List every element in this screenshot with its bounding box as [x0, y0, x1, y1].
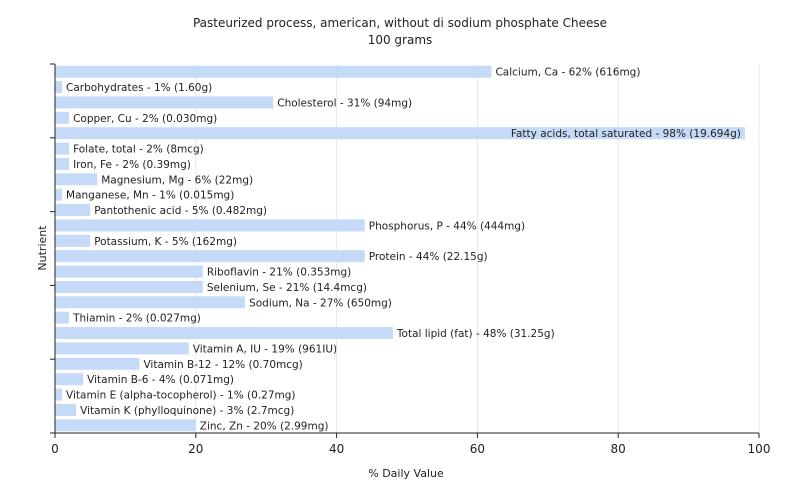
bar-label-12: Protein - 44% (22.15g) [369, 251, 488, 263]
bar-label-5: Folate, total - 2% (8mcg) [73, 144, 204, 156]
bar-12 [55, 250, 365, 263]
bar-2 [55, 96, 274, 109]
bar-label-16: Thiamin - 2% (0.027mg) [72, 313, 201, 325]
x-tick-label-3: 60 [470, 442, 485, 456]
bar-label-3: Copper, Cu - 2% (0.030mg) [73, 113, 217, 125]
bar-label-20: Vitamin B-6 - 4% (0.071mg) [87, 374, 234, 386]
bar-22 [55, 403, 77, 416]
x-tick-label-2: 40 [329, 442, 344, 456]
bar-4 [55, 127, 745, 140]
bar-17 [55, 327, 393, 340]
x-tick-label-5: 100 [748, 442, 771, 456]
bars-group: Calcium, Ca - 62% (616mg) Carbohydrates -… [55, 65, 745, 432]
bar-3 [55, 111, 70, 124]
bar-label-8: Manganese, Mn - 1% (0.015mg) [66, 190, 234, 202]
bar-label-9: Pantothenic acid - 5% (0.482mg) [94, 205, 267, 217]
x-axis-label: % Daily Value [368, 467, 444, 480]
bar-label-1: Carbohydrates - 1% (1.60g) [66, 82, 212, 94]
bar-label-7: Magnesium, Mg - 6% (22mg) [101, 174, 253, 186]
bar-16 [55, 311, 70, 324]
bar-0 [55, 65, 492, 78]
bar-label-23: Zinc, Zn - 20% (2.99mg) [200, 420, 329, 432]
bar-1 [55, 81, 63, 94]
bar-15 [55, 296, 246, 309]
bar-6 [55, 157, 70, 170]
bar-5 [55, 142, 70, 155]
bar-label-13: Riboflavin - 21% (0.353mg) [207, 267, 351, 279]
bar-20 [55, 373, 84, 386]
bar-label-2: Cholesterol - 31% (94mg) [277, 97, 412, 109]
x-tick-label-4: 80 [611, 442, 626, 456]
chart-subtitle: 100 grams [368, 33, 433, 47]
bar-9 [55, 204, 91, 217]
bar-label-17: Total lipid (fat) - 48% (31.25g) [396, 328, 555, 340]
bar-label-15: Sodium, Na - 27% (650mg) [249, 297, 392, 309]
bar-label-10: Phosphorus, P - 44% (444mg) [369, 220, 525, 232]
bar-label-21: Vitamin E (alpha-tocopherol) - 1% (0.27m… [66, 390, 296, 402]
bar-label-0: Calcium, Ca - 62% (616mg) [495, 67, 640, 79]
chart-title: Pasteurized process, american, without d… [193, 16, 607, 30]
axes-group [50, 63, 759, 434]
bar-label-19: Vitamin B-12 - 12% (0.70mcg) [143, 359, 302, 371]
x-tick-label-0: 0 [51, 442, 59, 456]
x-ticks-group: 0 20 40 60 80 100 [51, 433, 770, 456]
bar-11 [55, 234, 91, 247]
bar-18 [55, 342, 189, 355]
bar-label-4: Fatty acids, total saturated - 98% (19.6… [511, 128, 741, 140]
bar-14 [55, 280, 203, 293]
bar-13 [55, 265, 203, 278]
x-tick-label-1: 20 [188, 442, 203, 456]
bar-10 [55, 219, 365, 232]
bar-8 [55, 188, 63, 201]
bar-label-14: Selenium, Se - 21% (14.4mcg) [207, 282, 367, 294]
bar-19 [55, 357, 140, 370]
y-axis-label: Nutrient [36, 225, 49, 271]
bar-label-22: Vitamin K (phylloquinone) - 3% (2.7mcg) [80, 405, 294, 417]
bar-label-11: Potassium, K - 5% (162mg) [94, 236, 237, 248]
bar-23 [55, 419, 196, 432]
grid-lines [195, 64, 760, 433]
bar-label-18: Vitamin A, IU - 19% (961IU) [193, 343, 337, 355]
bar-label-6: Iron, Fe - 2% (0.39mg) [73, 159, 191, 171]
bar-7 [55, 173, 98, 186]
bar-21 [55, 388, 63, 401]
